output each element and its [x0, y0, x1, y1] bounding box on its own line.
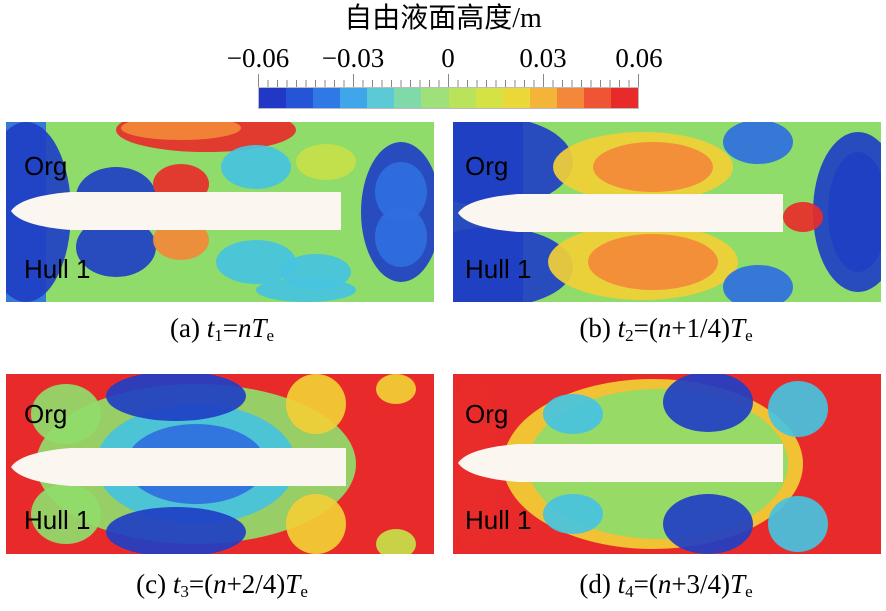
contour-region: [106, 507, 246, 554]
contour-region: [76, 217, 156, 277]
org-label: Org: [465, 399, 509, 429]
org-label: Org: [24, 399, 68, 429]
caption-b: (b) t2=(n+1/4)Te: [579, 313, 753, 345]
colorbar-tick-label: −0.06: [226, 43, 290, 73]
colorbar-tick-marks: [258, 74, 639, 88]
colorbar-tick-label: 0: [441, 43, 455, 73]
colorbar-swatch: [475, 88, 503, 108]
hull-label: Hull 1: [24, 254, 91, 284]
contour-region: [286, 374, 346, 434]
colorbar-swatch: [340, 88, 368, 108]
contour-region: [376, 529, 416, 554]
panel-d: [453, 374, 881, 554]
contour-region: [106, 374, 246, 421]
contour-region: [723, 265, 793, 302]
contour-region: [543, 394, 603, 434]
contour-region: [31, 484, 101, 544]
panel-c: [6, 374, 434, 554]
free-surface-contour-d: [453, 374, 881, 554]
contour-region: [286, 494, 346, 554]
contour-region: [593, 142, 713, 192]
colorbar-swatch: [529, 88, 557, 108]
contour-region: [31, 384, 101, 444]
contour-region: [543, 494, 603, 534]
contour-region: [723, 122, 793, 164]
colorbar-swatch: [286, 88, 314, 108]
contour-region: [828, 152, 881, 272]
contour-region: [376, 374, 416, 404]
contour-region: [663, 494, 753, 554]
ship-hull: [11, 448, 346, 486]
colorbar-swatch: [367, 88, 395, 108]
colorbar-swatch: [259, 88, 287, 108]
contour-region: [768, 381, 828, 437]
org-label: Org: [24, 151, 68, 181]
hull-label: Hull 1: [465, 254, 532, 284]
contour-region: [453, 122, 573, 207]
colorbar-swatch: [611, 88, 639, 108]
contour-region: [121, 122, 241, 140]
ship-hull: [458, 444, 783, 482]
contour-region: [296, 144, 356, 180]
hull-label: Hull 1: [24, 505, 91, 535]
contour-region: [375, 162, 427, 222]
contour-region: [663, 374, 753, 432]
colorbar-swatch: [556, 88, 584, 108]
contour-region: [256, 278, 356, 302]
free-surface-contour-b: [453, 122, 881, 302]
contour-region: [768, 496, 828, 552]
contour-region: [221, 145, 291, 189]
colorbar-swatch: [502, 88, 530, 108]
caption-a: (a) t1=nTe: [169, 313, 275, 345]
contour-region: [216, 240, 296, 284]
ship-hull: [458, 194, 783, 232]
colorbar-swatch: [421, 88, 449, 108]
contour-region: [588, 234, 718, 290]
ship-hull: [11, 192, 341, 230]
contour-region: [375, 207, 427, 267]
panel-a: [6, 122, 434, 302]
free-surface-contour-c: [6, 374, 434, 554]
caption-c: (c) t3=(n+2/4)Te: [136, 569, 308, 601]
colorbar-swatch: [394, 88, 422, 108]
colorbar-title: 自由液面高度/m: [344, 3, 542, 34]
hull-label: Hull 1: [465, 505, 532, 535]
colorbar-tick-label: −0.03: [321, 43, 385, 73]
org-label: Org: [465, 151, 509, 181]
panel-b: [453, 122, 881, 302]
colorbar-tick-label: 0.03: [519, 43, 567, 73]
caption-d: (d) t4=(n+3/4)Te: [579, 569, 753, 601]
colorbar-tick-label: 0.06: [615, 43, 663, 73]
colorbar-swatch: [583, 88, 612, 108]
free-surface-contour-a: [6, 122, 434, 302]
contour-region: [783, 202, 823, 232]
colorbar-swatch: [448, 88, 476, 108]
colorbar: [258, 87, 639, 109]
colorbar-swatch: [313, 88, 341, 108]
contour-region: [453, 227, 573, 302]
